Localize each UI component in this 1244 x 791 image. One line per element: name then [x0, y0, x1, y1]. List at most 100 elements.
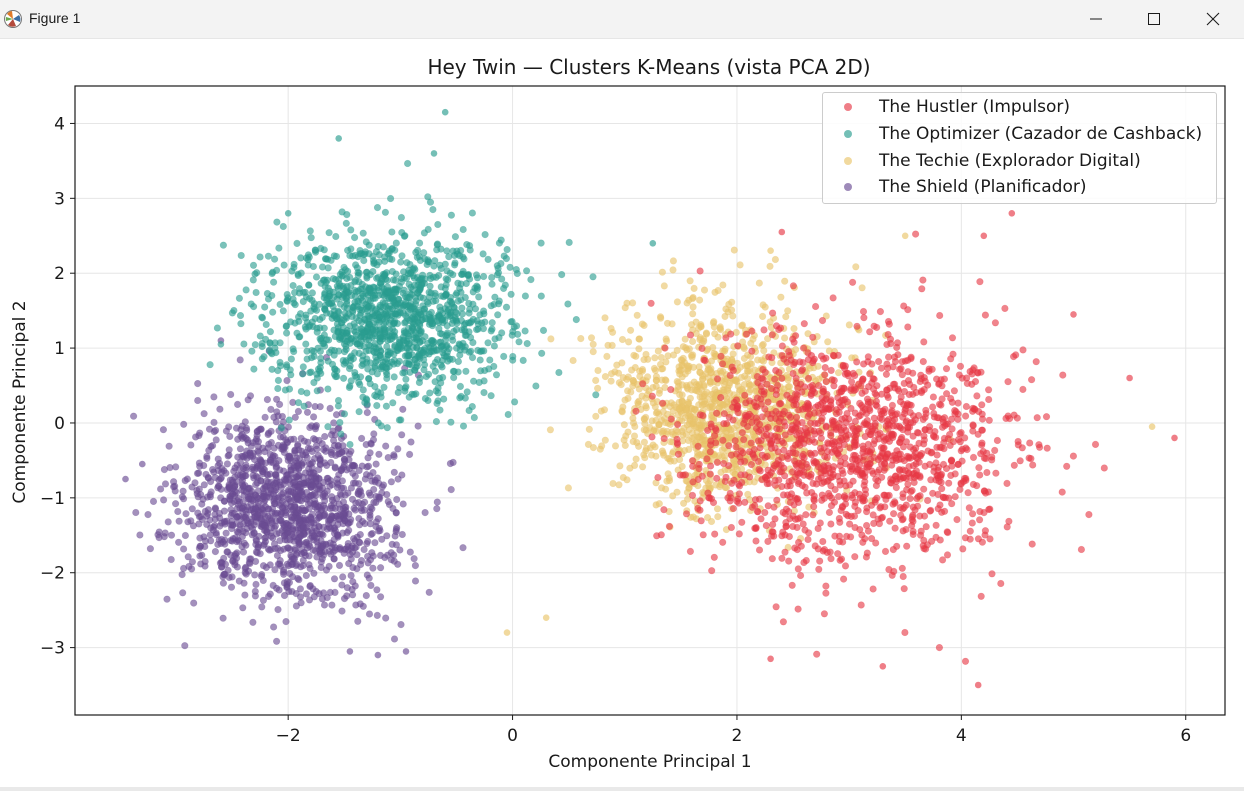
data-point	[773, 437, 781, 445]
data-point	[702, 330, 711, 338]
data-point	[388, 310, 396, 318]
data-point	[269, 451, 277, 460]
data-point	[678, 361, 686, 369]
data-point	[660, 435, 668, 443]
data-point	[774, 448, 782, 456]
data-point	[693, 387, 701, 395]
data-point	[893, 343, 901, 352]
data-point	[840, 477, 848, 485]
data-point	[349, 355, 358, 363]
data-point	[252, 504, 260, 513]
data-point	[374, 651, 382, 659]
data-point	[391, 246, 399, 254]
data-point	[362, 591, 370, 600]
data-point	[373, 204, 382, 212]
data-point	[342, 219, 350, 227]
data-point	[539, 326, 548, 335]
data-point	[720, 452, 729, 460]
data-point	[781, 422, 789, 430]
data-point	[249, 276, 257, 284]
data-point	[258, 603, 266, 611]
data-point	[256, 550, 264, 558]
data-point	[382, 614, 390, 622]
data-point	[731, 437, 739, 445]
close-button[interactable]	[1185, 0, 1243, 38]
data-point	[758, 413, 766, 421]
data-point	[658, 268, 667, 276]
maximize-button[interactable]	[1126, 0, 1184, 38]
data-point	[264, 295, 273, 303]
data-point	[196, 462, 204, 470]
data-point	[1042, 413, 1051, 421]
data-point	[291, 503, 299, 511]
data-point	[290, 260, 298, 268]
data-point	[629, 414, 637, 422]
data-point	[305, 596, 314, 604]
data-point	[785, 411, 793, 419]
data-point	[696, 497, 704, 505]
data-point	[367, 581, 375, 590]
data-point	[351, 472, 359, 480]
data-point	[721, 345, 729, 353]
data-point	[607, 377, 615, 385]
data-point	[738, 518, 746, 526]
window-titlebar[interactable]: Figure 1	[0, 0, 1244, 39]
data-point	[649, 441, 657, 449]
data-point	[258, 355, 266, 363]
data-point	[488, 319, 496, 327]
data-point	[632, 455, 640, 463]
data-point	[667, 415, 675, 423]
data-point	[634, 442, 643, 450]
data-point	[773, 425, 781, 433]
data-point	[221, 520, 229, 528]
data-point	[480, 377, 488, 385]
data-point	[743, 374, 752, 383]
data-point	[419, 349, 427, 357]
data-point	[179, 589, 187, 597]
data-point	[285, 416, 293, 424]
data-point	[744, 490, 752, 498]
data-point	[328, 481, 336, 489]
data-point	[779, 618, 788, 626]
data-point	[908, 522, 916, 530]
close-icon	[1206, 12, 1220, 26]
data-point	[204, 506, 212, 514]
minimize-button[interactable]	[1068, 0, 1126, 38]
data-point	[356, 380, 364, 389]
data-point	[406, 450, 414, 459]
data-point	[651, 354, 659, 362]
data-point	[382, 402, 391, 410]
data-point	[243, 426, 251, 434]
data-point	[213, 324, 221, 332]
data-point	[968, 510, 977, 518]
data-point	[847, 378, 856, 386]
data-point	[495, 334, 503, 342]
data-point	[164, 518, 172, 526]
data-point	[707, 517, 716, 526]
data-point	[324, 423, 332, 431]
data-point	[674, 382, 683, 391]
data-point	[830, 376, 838, 385]
data-point	[828, 448, 836, 456]
data-point	[376, 331, 384, 339]
data-point	[426, 389, 434, 397]
data-point	[356, 521, 364, 529]
data-point	[657, 314, 665, 322]
data-point	[662, 335, 670, 343]
data-point	[239, 527, 247, 536]
data-point	[227, 583, 236, 591]
data-point	[315, 300, 323, 308]
data-point	[780, 334, 789, 342]
data-point	[673, 435, 681, 443]
data-point	[969, 404, 977, 412]
data-point	[358, 434, 366, 443]
data-point	[976, 278, 984, 286]
data-point	[385, 501, 394, 509]
data-point	[252, 288, 260, 297]
data-point	[331, 311, 339, 319]
data-point	[341, 309, 349, 317]
data-point	[692, 318, 700, 326]
data-point	[427, 275, 435, 283]
data-point	[697, 517, 705, 525]
data-point	[901, 232, 909, 240]
